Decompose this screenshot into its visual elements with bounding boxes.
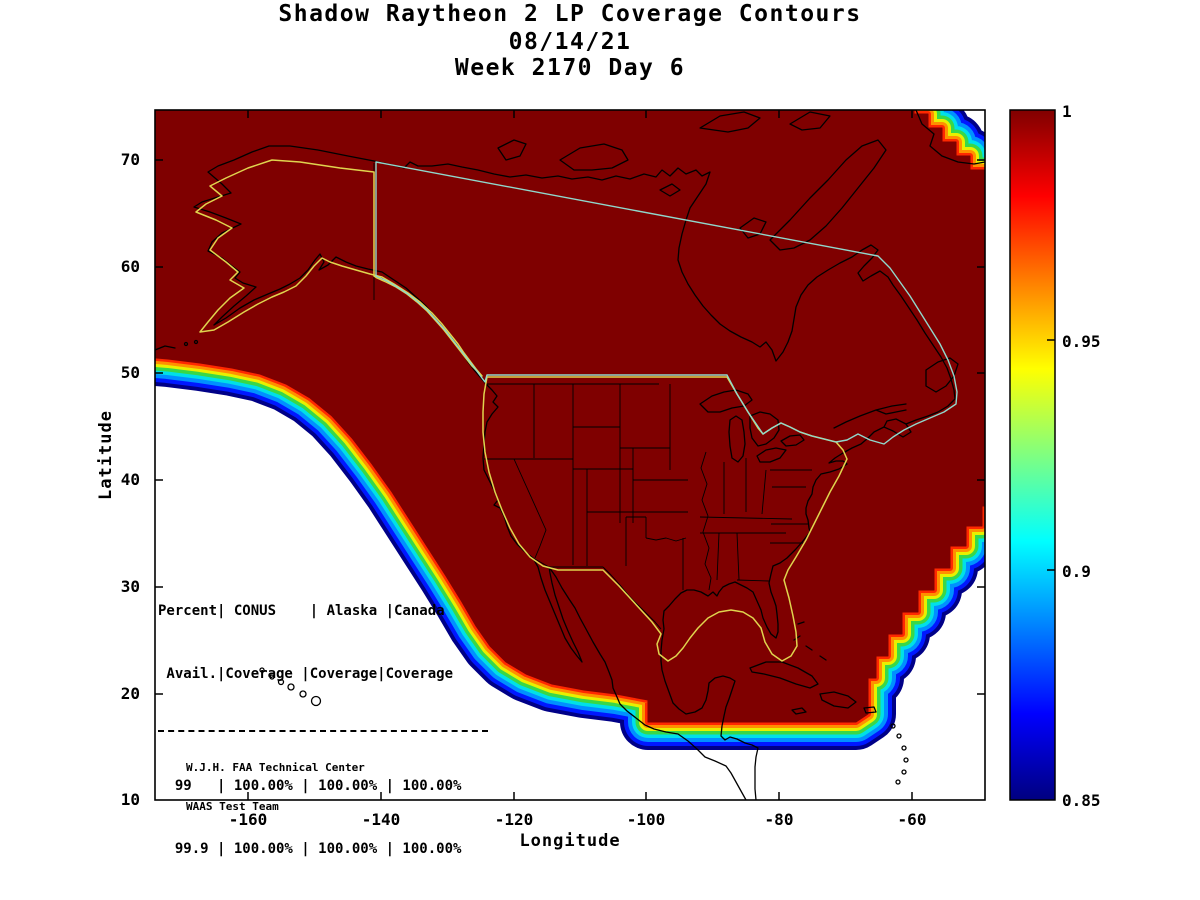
y-tick-label: 50 <box>120 363 140 382</box>
hawaii-island <box>277 678 285 686</box>
hawaii-island <box>269 674 275 680</box>
coastlines <box>155 110 985 800</box>
jamaica <box>791 707 807 715</box>
x-tick-label: -140 <box>361 810 401 829</box>
alaska-outline <box>195 159 483 377</box>
hawaii-island <box>287 683 295 691</box>
x-tick-label: -120 <box>494 810 534 829</box>
lake-michigan <box>728 415 746 463</box>
state-boundaries <box>373 163 812 630</box>
antilles-island <box>890 723 896 729</box>
baffin-island <box>769 139 887 251</box>
antilles-island <box>895 779 901 785</box>
credit-line-2: WAAS Test Team <box>186 800 279 813</box>
hawaii-island <box>259 667 265 673</box>
axis-tick-marks <box>155 110 985 800</box>
ellesmere-island <box>789 111 831 131</box>
coast-pacific <box>193 145 747 800</box>
coast-st-lawrence <box>833 403 907 429</box>
colorbar-tick-label: 1 <box>1062 102 1072 121</box>
x-tick-label: -80 <box>764 810 794 829</box>
colorbar-tick-label: 0.9 <box>1062 562 1091 581</box>
x-tick-label: -60 <box>897 810 927 829</box>
lake-huron <box>749 411 780 447</box>
x-axis-label: Longitude <box>519 831 621 851</box>
aleutians <box>155 345 176 351</box>
dashed-separator <box>158 730 488 732</box>
devon-island <box>699 111 761 133</box>
banks-island <box>497 139 527 161</box>
colorbar <box>1009 109 1056 801</box>
hispaniola <box>819 691 857 709</box>
puerto-rico <box>863 706 877 714</box>
coast-arctic-hudson <box>373 160 956 425</box>
y-tick-label: 10 <box>120 790 140 809</box>
credit-block: W.J.H. FAA Technical Center WAAS Test Te… <box>186 735 365 839</box>
y-tick-label: 60 <box>120 257 140 276</box>
king-william-island <box>659 183 681 197</box>
victoria-island <box>559 143 629 171</box>
colorbar-tick-label: 0.95 <box>1062 332 1101 351</box>
coast-atlantic-gulf <box>660 426 885 800</box>
lake-superior <box>699 389 753 413</box>
aleutian-island <box>183 341 189 347</box>
cuba <box>749 661 819 689</box>
plot-subtitle-week: Week 2170 Day 6 <box>454 55 686 81</box>
coverage-table-header-1: Percent| CONUS | Alaska |Canada <box>158 603 445 619</box>
canada-outline <box>375 161 958 445</box>
credit-line-1: W.J.H. FAA Technical Center <box>186 761 365 774</box>
aleutian-island <box>193 339 199 345</box>
y-tick-label: 20 <box>120 684 140 703</box>
y-tick-label: 40 <box>120 470 140 489</box>
hawaii-island <box>299 690 307 698</box>
colorbar-gradient <box>1009 109 1056 801</box>
hawaii-island <box>310 695 322 707</box>
coverage-table-row: 99.9 | 100.00% | 100.00% | 100.00% <box>158 841 462 857</box>
plot-subtitle-date: 08/14/21 <box>508 29 632 55</box>
y-tick-label: 70 <box>120 150 140 169</box>
colorbar-tick-marks <box>1047 339 1055 571</box>
colorbar-tick-label: 0.85 <box>1062 791 1101 810</box>
x-tick-label: -100 <box>626 810 666 829</box>
coverage-summary-table: Percent| CONUS | Alaska |Canada Avail.|C… <box>158 559 488 900</box>
greenland-coast <box>915 110 985 165</box>
antilles-island <box>901 745 907 751</box>
lake-ontario <box>780 434 805 447</box>
coverage-table-header-2: Avail.|Coverage |Coverage|Coverage <box>158 666 454 682</box>
plot-title: Shadow Raytheon 2 LP Coverage Contours <box>278 1 862 27</box>
antilles-island <box>903 757 909 763</box>
southampton-island <box>739 217 767 239</box>
y-tick-label: 30 <box>120 577 140 596</box>
x-tick-label: -160 <box>228 810 268 829</box>
lake-erie <box>756 447 787 463</box>
axes-frame <box>154 109 986 801</box>
coverage-table-row: 99 | 100.00% | 100.00% | 100.00% <box>158 778 462 794</box>
region-outline-cyan <box>375 161 958 445</box>
antilles-island <box>901 769 907 775</box>
antilles-island <box>896 733 902 739</box>
